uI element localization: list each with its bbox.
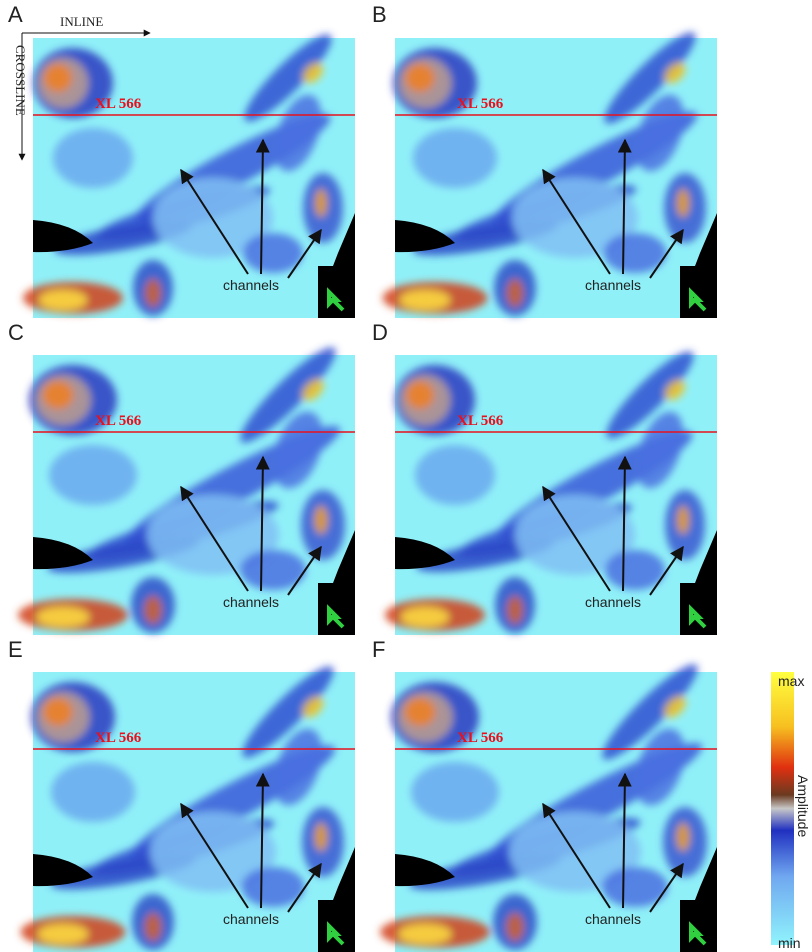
panel-letter: E [8, 637, 23, 662]
figure: INLINE CROSSLINE max min Amplitude XL 56… [0, 0, 812, 952]
line-label: XL 566 [95, 96, 142, 112]
amplitude-patch [605, 550, 665, 590]
amplitude-patch [677, 506, 689, 534]
amplitude-patch [400, 290, 450, 310]
amplitude-patch [507, 596, 523, 624]
panel: XL 566 channels [23, 26, 355, 318]
colorbar: max min Amplitude [771, 672, 811, 951]
amplitude-patch [406, 381, 434, 409]
amplitude-patch [315, 189, 327, 217]
amplitude-patch [144, 596, 162, 624]
feature-label: channels [223, 911, 279, 927]
amplitude-patch [676, 823, 689, 851]
amplitude-patch [53, 128, 133, 188]
feature-label: channels [223, 277, 279, 293]
feature-label: channels [223, 594, 279, 610]
feature-label: channels [585, 277, 641, 293]
amplitude-patch [415, 445, 495, 505]
feature-label: channels [585, 911, 641, 927]
panel: XL 566 channels [383, 24, 718, 318]
amplitude-patch [243, 233, 303, 273]
amplitude-patch [38, 924, 88, 944]
panel: XL 566 channels [385, 343, 717, 635]
amplitude-patch [43, 698, 72, 726]
amplitude-patch [37, 607, 90, 627]
panel: XL 566 channels [18, 338, 355, 635]
amplitude-patch [411, 762, 499, 822]
amplitude-patch [677, 189, 690, 217]
amplitude-patch [51, 762, 135, 822]
amplitude-patch [401, 607, 449, 627]
panel: XL 566 channels [380, 655, 717, 952]
amplitude-patch [315, 823, 328, 851]
panel-letter: C [8, 320, 24, 345]
panel-letter: F [372, 637, 385, 662]
amplitude-patch [39, 290, 87, 310]
amplitude-patch [399, 924, 452, 944]
colorbar-max: max [778, 673, 804, 689]
amplitude-patch [507, 279, 524, 307]
panel-letter: B [372, 2, 387, 27]
line-label: XL 566 [95, 730, 142, 746]
amplitude-patch [145, 279, 161, 307]
colorbar-min: min [778, 935, 801, 951]
amplitude-patch [145, 913, 162, 941]
line-label: XL 566 [457, 413, 504, 429]
amplitude-patch [413, 128, 497, 188]
amplitude-patch [49, 445, 137, 505]
amplitude-patch [405, 698, 436, 726]
amplitude-patch [506, 913, 524, 941]
inline-label: INLINE [60, 14, 103, 29]
panel-letter: D [372, 320, 388, 345]
amplitude-patch [405, 64, 434, 92]
colorbar-title: Amplitude [795, 775, 811, 837]
panel: XL 566 channels [21, 658, 356, 952]
crossline-label: CROSSLINE [13, 45, 28, 116]
feature-label: channels [585, 594, 641, 610]
amplitude-patch [314, 506, 327, 534]
amplitude-patch [43, 381, 74, 409]
amplitude-patch [44, 64, 72, 92]
line-label: XL 566 [95, 413, 142, 429]
line-label: XL 566 [457, 96, 504, 112]
panel-letter: A [8, 2, 23, 27]
line-label: XL 566 [457, 730, 504, 746]
